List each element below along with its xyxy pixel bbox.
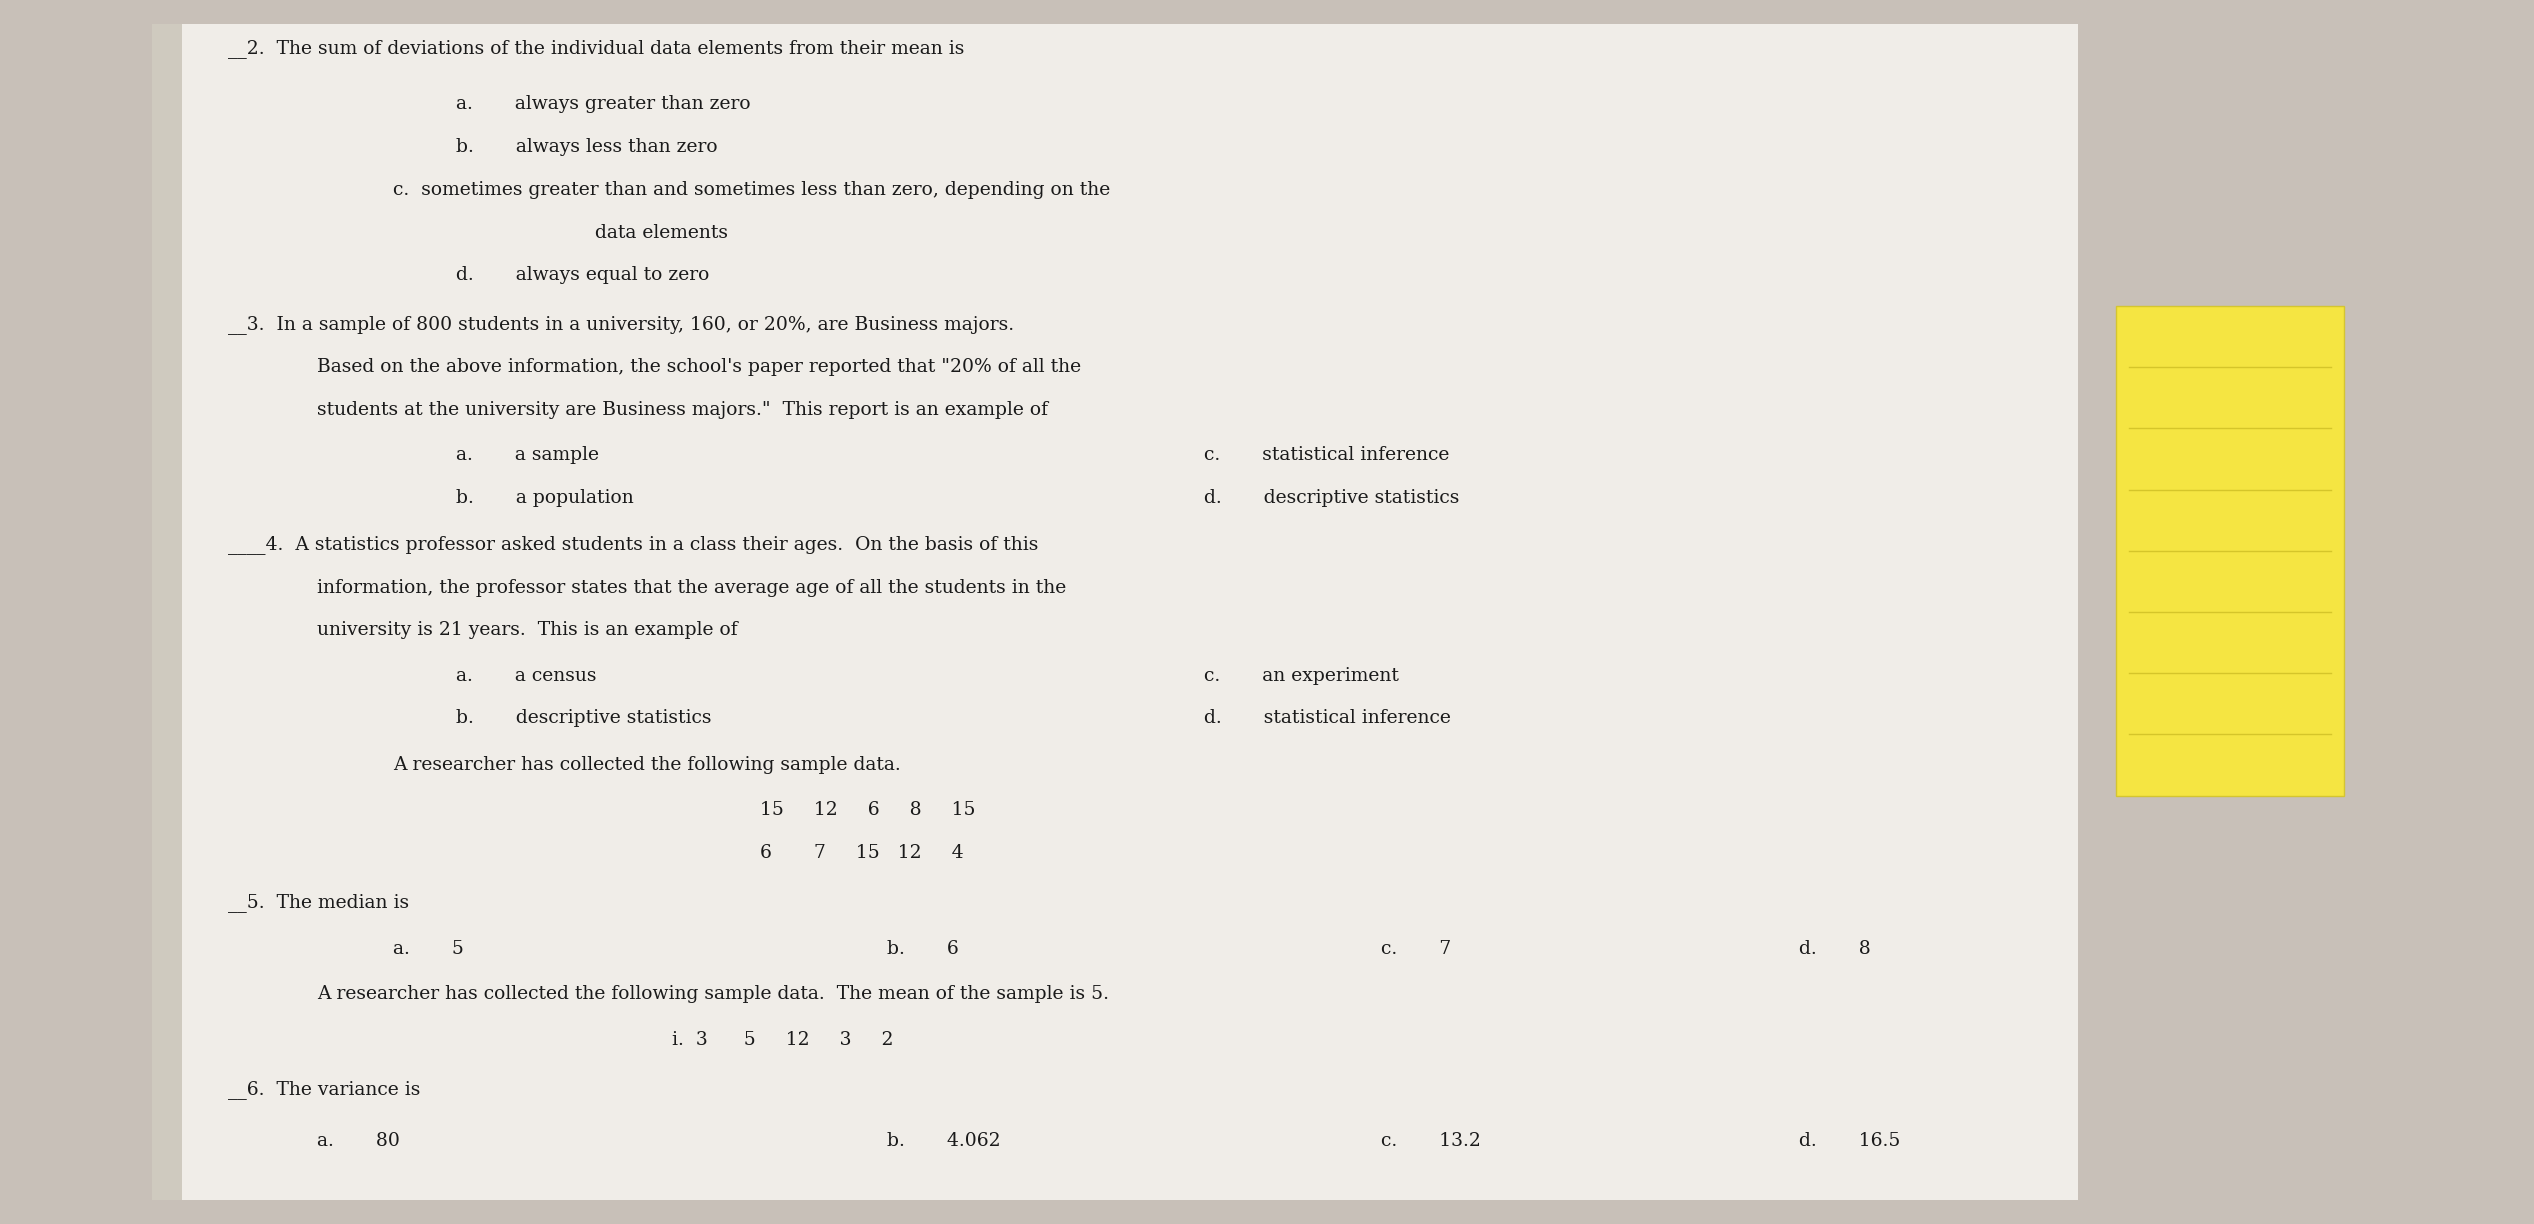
Text: b.       a population: b. a population [456, 490, 634, 507]
Text: data elements: data elements [595, 224, 727, 241]
FancyBboxPatch shape [152, 24, 182, 1200]
Text: c.       statistical inference: c. statistical inference [1204, 447, 1449, 464]
Text: a.       80: a. 80 [317, 1132, 400, 1149]
Text: __3.  In a sample of 800 students in a university, 160, or 20%, are Business maj: __3. In a sample of 800 students in a un… [228, 315, 1014, 334]
Text: __2.  The sum of deviations of the individual data elements from their mean is: __2. The sum of deviations of the indivi… [228, 39, 965, 59]
Text: A researcher has collected the following sample data.  The mean of the sample is: A researcher has collected the following… [317, 985, 1110, 1002]
Text: i.  3      5     12     3     2: i. 3 5 12 3 2 [672, 1032, 892, 1049]
Text: __6.  The variance is: __6. The variance is [228, 1080, 421, 1099]
Text: b.       6: b. 6 [887, 940, 958, 957]
Text: c.  sometimes greater than and sometimes less than zero, depending on the: c. sometimes greater than and sometimes … [393, 181, 1110, 198]
Text: students at the university are Business majors."  This report is an example of: students at the university are Business … [317, 401, 1047, 419]
Text: c.       13.2: c. 13.2 [1381, 1132, 1480, 1149]
Text: Based on the above information, the school's paper reported that "20% of all the: Based on the above information, the scho… [317, 359, 1082, 376]
Text: d.       always equal to zero: d. always equal to zero [456, 267, 710, 284]
Text: b.       always less than zero: b. always less than zero [456, 138, 717, 155]
FancyBboxPatch shape [152, 24, 2078, 1200]
Text: a.       a census: a. a census [456, 667, 595, 684]
Text: information, the professor states that the average age of all the students in th: information, the professor states that t… [317, 579, 1067, 596]
Text: c.       an experiment: c. an experiment [1204, 667, 1399, 684]
Text: university is 21 years.  This is an example of: university is 21 years. This is an examp… [317, 622, 737, 639]
Text: a.       a sample: a. a sample [456, 447, 598, 464]
Text: d.       16.5: d. 16.5 [1799, 1132, 1900, 1149]
Text: a.       5: a. 5 [393, 940, 464, 957]
Text: d.       descriptive statistics: d. descriptive statistics [1204, 490, 1460, 507]
Text: c.       7: c. 7 [1381, 940, 1452, 957]
Text: d.       8: d. 8 [1799, 940, 1870, 957]
Text: ____4.  A statistics professor asked students in a class their ages.  On the bas: ____4. A statistics professor asked stud… [228, 535, 1039, 554]
Text: a.       always greater than zero: a. always greater than zero [456, 95, 750, 113]
Text: __5.  The median is: __5. The median is [228, 892, 408, 912]
Text: b.       descriptive statistics: b. descriptive statistics [456, 710, 712, 727]
Text: 15     12     6     8     15: 15 12 6 8 15 [760, 802, 976, 819]
Text: 6       7     15   12     4: 6 7 15 12 4 [760, 845, 963, 862]
Text: A researcher has collected the following sample data.: A researcher has collected the following… [393, 756, 900, 774]
Text: b.       4.062: b. 4.062 [887, 1132, 1001, 1149]
Text: d.       statistical inference: d. statistical inference [1204, 710, 1449, 727]
FancyBboxPatch shape [2116, 306, 2344, 796]
